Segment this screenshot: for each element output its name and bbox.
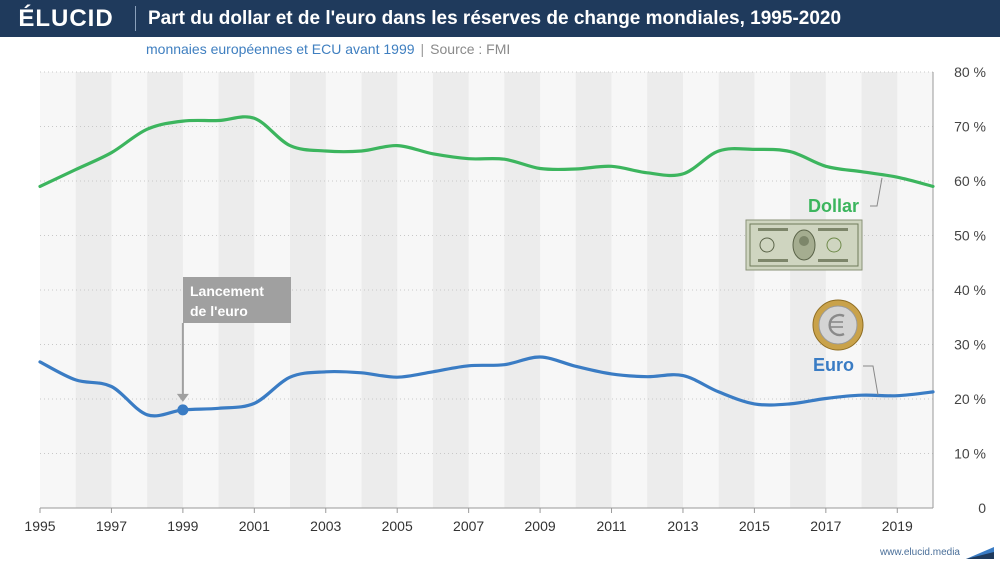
y-tick-label: 20 % (954, 391, 986, 407)
line-chart: 010 %20 %30 %40 %50 %60 %70 %80 % 1995 19… (24, 64, 986, 534)
y-tick-label: 0 (978, 500, 986, 516)
elucid-mark-icon (966, 547, 994, 559)
x-tick-label: 2005 (382, 518, 413, 534)
annotation-text-line2: de l'euro (190, 303, 248, 319)
x-tick-label: 2013 (667, 518, 698, 534)
year-band (75, 72, 112, 508)
annotation-launch-euro: Lancement de l'euro (176, 277, 291, 416)
leader-line-dollar (870, 177, 883, 207)
x-tick-label: 2003 (310, 518, 341, 534)
header-bar: ÉLUCID Part du dollar et de l'euro dans … (0, 0, 1000, 37)
y-axis-tick-labels: 0 10 % 20 % 30 % 40 % 50 % 60 % 70 % 80 % (954, 64, 986, 516)
year-bands (40, 72, 933, 508)
x-tick-label: 1995 (24, 518, 55, 534)
y-tick-label: 70 % (954, 119, 986, 135)
x-tick-label: 2011 (596, 518, 626, 534)
x-tick-label: 2015 (739, 518, 770, 534)
year-band (861, 72, 898, 508)
y-tick-label: 30 % (954, 337, 986, 353)
year-band (432, 72, 469, 508)
year-band (575, 72, 612, 508)
subtitle-note: monnaies européennes et ECU avant 1999 (146, 41, 415, 57)
header-divider (135, 6, 136, 31)
x-tick-label: 1997 (96, 518, 127, 534)
dollar-bill-icon (745, 219, 863, 271)
annotation-point (177, 404, 189, 416)
y-tick-label: 10 % (954, 446, 986, 462)
series-label-euro: Euro (813, 355, 854, 375)
x-tick-label: 2019 (882, 518, 913, 534)
x-tick-label: 2007 (453, 518, 484, 534)
x-tick-label: 2001 (239, 518, 270, 534)
leader-line-euro (863, 365, 879, 396)
subtitle-separator: | (420, 41, 425, 57)
x-tick-label: 1999 (167, 518, 198, 534)
elucid-logo: ÉLUCID (18, 5, 114, 32)
chart-title: Part du dollar et de l'euro dans les rés… (148, 8, 842, 29)
year-band (290, 72, 326, 508)
annotation-box (183, 277, 291, 323)
x-tick-label: 2009 (525, 518, 556, 534)
year-band (504, 72, 541, 508)
series-line-dollar (38, 115, 935, 188)
annotation-text-line1: Lancement (190, 283, 264, 299)
x-tick-label: 2017 (810, 518, 841, 534)
annotation-arrow-head (176, 393, 189, 402)
x-axis-tick-labels: 1995 1997 1999 2001 2003 2005 2007 2009 2011 2013… (24, 508, 913, 534)
footer-url[interactable]: www.elucid.media (879, 547, 960, 558)
axes (40, 72, 934, 509)
series-label-dollar: Dollar (808, 196, 859, 216)
y-tick-label: 50 % (954, 228, 986, 244)
y-tick-label: 40 % (954, 282, 986, 298)
chart-subtitle: monnaies européennes et ECU avant 1999 | S… (146, 38, 510, 60)
year-band (647, 72, 683, 508)
y-tick-label: 60 % (954, 173, 986, 189)
series-labels: Dollar Euro (808, 177, 883, 396)
year-band (361, 72, 398, 508)
y-tick-label: 80 % (954, 64, 986, 80)
subtitle-source: Source : FMI (430, 41, 511, 57)
euro-coin-icon (812, 299, 864, 351)
